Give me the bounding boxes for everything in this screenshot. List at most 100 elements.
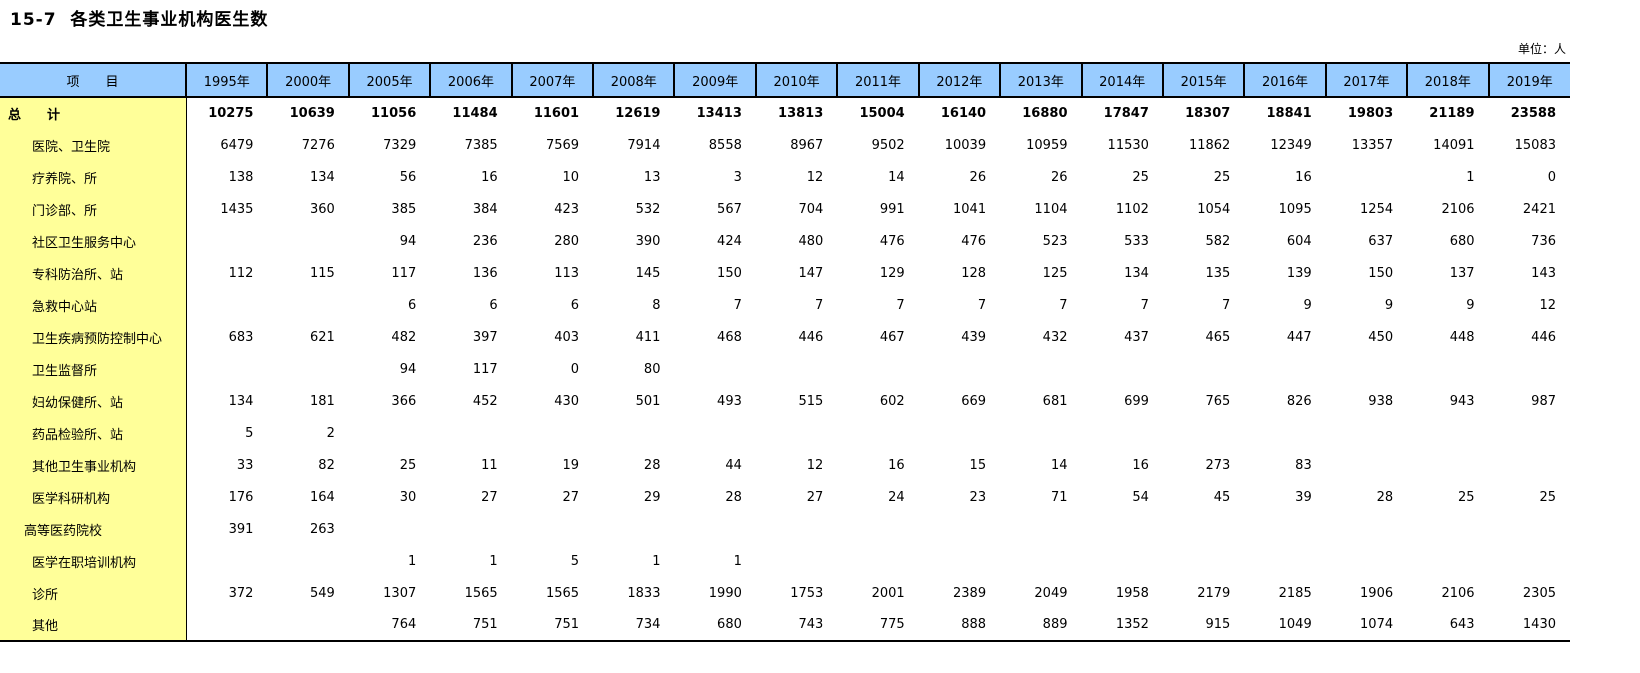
table-row: 高等医药院校 391 263: [0, 513, 1570, 545]
value-cell: [1489, 417, 1570, 449]
value-cell: 25: [399, 457, 417, 473]
value-cell: [267, 609, 348, 641]
value-cell: 1095: [1278, 201, 1312, 217]
value-cell: 533: [1124, 233, 1149, 249]
value-cell: 452: [472, 393, 498, 409]
value-cell: 1: [652, 553, 661, 569]
value-cell: 1753: [790, 585, 824, 601]
value-cell: 1833: [627, 585, 661, 601]
value-cell: [837, 417, 918, 449]
header-row: 项 目 1995年 2000年 2005年 2006年 2007年 2008年 2009年 2…: [0, 63, 1570, 98]
value-cell: 7: [1140, 297, 1149, 313]
value-cell: 14: [1050, 457, 1068, 473]
value-cell: 669: [961, 393, 987, 409]
value-cell: 447: [1286, 329, 1312, 345]
value-cell: 0: [570, 361, 580, 377]
row-label: 诊所: [0, 577, 187, 609]
value-cell: 27: [481, 489, 498, 505]
value-cell: [186, 353, 267, 385]
value-cell: [1489, 513, 1570, 545]
value-cell: [1082, 513, 1163, 545]
value-cell: 372: [228, 585, 254, 601]
value-cell: 5: [570, 553, 580, 569]
value-cell: 480: [798, 233, 824, 249]
value-cell: 15: [969, 457, 987, 473]
value-cell: 391: [228, 521, 254, 537]
value-cell: 2305: [1522, 585, 1556, 601]
value-cell: [430, 513, 511, 545]
value-cell: [512, 417, 593, 449]
value-cell: [1163, 417, 1244, 449]
value-cell: [1244, 513, 1325, 545]
value-cell: [1326, 353, 1407, 385]
value-cell: 134: [228, 393, 254, 409]
value-cell: 125: [1042, 265, 1068, 281]
year-column-header: 2016年: [1243, 63, 1326, 98]
value-cell: 23: [969, 489, 987, 505]
value-cell: [267, 353, 348, 385]
value-cell: 6: [570, 297, 580, 313]
value-cell: 9502: [871, 137, 905, 153]
value-cell: 113: [554, 265, 580, 281]
value-cell: 751: [472, 617, 498, 632]
value-cell: 1435: [220, 201, 254, 217]
value-cell: 27: [806, 489, 824, 505]
value-cell: [1244, 545, 1325, 577]
value-cell: 10: [562, 169, 580, 185]
value-cell: 437: [1124, 329, 1149, 345]
table-row: 诊所 372 549 1307 1565 1565 1833 1990 1753 2001 2389…: [0, 577, 1570, 609]
value-cell: 117: [391, 265, 417, 281]
value-cell: 19803: [1347, 106, 1394, 121]
row-label: 门诊部、所: [0, 193, 187, 225]
value-cell: 13813: [778, 106, 824, 121]
value-cell: [919, 417, 1000, 449]
value-cell: 523: [1042, 233, 1068, 249]
value-cell: 683: [228, 329, 254, 345]
table-row: 妇幼保健所、站 134 181 366 452 430 501 493 515 602 669 681…: [0, 385, 1570, 417]
value-cell: 10039: [944, 137, 987, 153]
value-cell: [1326, 449, 1407, 481]
value-cell: [674, 417, 755, 449]
value-cell: 13357: [1351, 137, 1394, 153]
value-cell: 501: [635, 393, 661, 409]
value-cell: 385: [391, 201, 417, 217]
value-cell: 181: [310, 393, 335, 409]
value-cell: 134: [1124, 265, 1149, 281]
value-cell: 1: [407, 553, 417, 569]
value-cell: 25: [1457, 489, 1475, 505]
value-cell: 765: [1205, 393, 1231, 409]
value-cell: [1163, 545, 1244, 577]
row-label: 卫生疾病预防控制中心: [0, 321, 187, 353]
item-column-header: 项 目: [0, 63, 187, 98]
unit-note: 单位：人: [1517, 42, 1566, 56]
value-cell: [1407, 513, 1488, 545]
value-cell: [1407, 449, 1488, 481]
value-cell: 28: [1376, 489, 1394, 505]
value-cell: 450: [1368, 329, 1394, 345]
value-cell: [1082, 545, 1163, 577]
value-cell: 775: [879, 617, 905, 632]
value-cell: 2185: [1278, 585, 1312, 601]
value-cell: 7: [815, 297, 824, 313]
value-cell: [837, 513, 918, 545]
value-cell: 7: [1222, 297, 1231, 313]
value-cell: [1244, 417, 1325, 449]
value-cell: 764: [391, 617, 417, 632]
value-cell: [1000, 545, 1081, 577]
table-row: 药品检验所、站 5 2: [0, 417, 1570, 449]
value-cell: 621: [310, 329, 335, 345]
row-label: 医学科研机构: [0, 481, 187, 513]
value-cell: 549: [310, 585, 335, 601]
value-cell: 6479: [220, 137, 254, 153]
value-cell: 11056: [371, 106, 417, 121]
value-cell: 11530: [1107, 137, 1149, 153]
value-cell: 18841: [1266, 106, 1312, 121]
value-cell: [186, 289, 267, 321]
value-cell: 411: [635, 329, 661, 345]
value-cell: 16140: [940, 106, 987, 121]
value-cell: 9: [1384, 297, 1394, 313]
table-row: 门诊部、所 1435 360 385 384 423 532 567 704 991 1041 110…: [0, 193, 1570, 225]
value-cell: 1: [489, 553, 498, 569]
table-row: 疗养院、所 138 134 56 16 10 13 3 12 14 26 26 25 25 16 1 0: [0, 161, 1570, 193]
value-cell: [1000, 513, 1081, 545]
